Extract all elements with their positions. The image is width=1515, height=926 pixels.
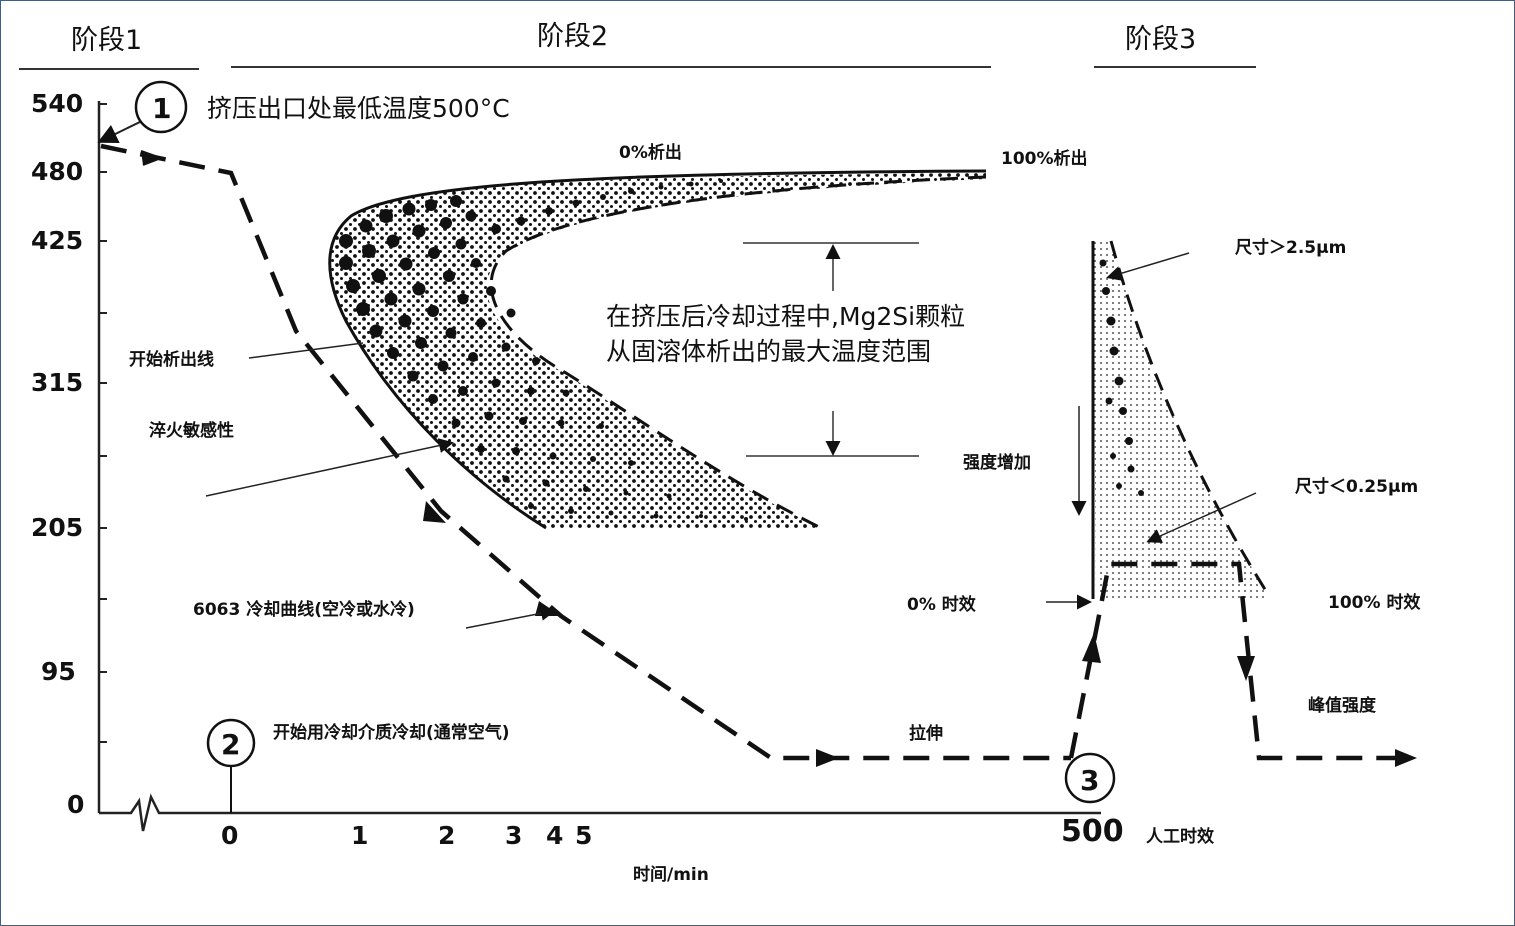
aging-arrow-head bbox=[1237, 656, 1255, 681]
aging-100-label: 100% 时效 bbox=[1328, 592, 1420, 613]
precipitation-region bbox=[329, 173, 986, 528]
start-line-label: 开始析出线 bbox=[129, 349, 214, 370]
marker-3-circle bbox=[1064, 752, 1116, 804]
precipitation-large-particles bbox=[339, 179, 748, 521]
precip-0-label: 0%析出 bbox=[619, 142, 682, 163]
y-tick-label: 540 bbox=[31, 89, 83, 118]
stage2-label: 阶段2 bbox=[537, 21, 608, 52]
stage3-label: 阶段3 bbox=[1125, 24, 1196, 55]
x-axis-title: 时间/min bbox=[633, 864, 709, 885]
cooling-curve-label: 6063 冷却曲线(空冷或水冷) bbox=[193, 599, 415, 620]
aging-arrow-head bbox=[1395, 749, 1417, 767]
size-large-leader bbox=[1106, 252, 1190, 281]
size-small-label: 尺寸＜0.25μm bbox=[1295, 476, 1418, 497]
cooling-arrow-head bbox=[140, 150, 164, 166]
aging-region bbox=[1093, 241, 1266, 599]
peak-strength-label: 峰值强度 bbox=[1308, 695, 1377, 716]
extrusion-exit-label: 挤压出口处最低温度500°C bbox=[207, 94, 510, 123]
range-label-line2: 从固溶体析出的最大温度范围 bbox=[606, 337, 931, 366]
y-tick-label: 205 bbox=[31, 513, 83, 542]
x-tick-label: 1 bbox=[351, 821, 368, 850]
aging-arrow-head bbox=[1082, 633, 1101, 663]
y-tick-label: 315 bbox=[31, 368, 83, 397]
aging-finish-curve bbox=[1109, 240, 1268, 592]
precip-100-label: 100%析出 bbox=[1001, 148, 1088, 169]
x-tick-label: 500 bbox=[1061, 814, 1124, 849]
strength-increase-label: 强度增加 bbox=[963, 452, 1031, 473]
aging-0-label: 0% 时效 bbox=[907, 594, 976, 615]
quench-leader bbox=[205, 438, 454, 497]
aging-particles bbox=[1099, 259, 1144, 496]
marker-1-label: 1 bbox=[152, 92, 171, 125]
x-tick-label: 0 bbox=[221, 821, 238, 850]
cooling-curve-leader bbox=[465, 605, 556, 629]
marker-2-label: 2 bbox=[221, 728, 240, 761]
size-small-leader bbox=[1146, 492, 1257, 543]
precipitation-finish-curve bbox=[489, 175, 987, 530]
size-large-label: 尺寸＞2.5μm bbox=[1235, 237, 1346, 258]
marker-3-label: 3 bbox=[1080, 764, 1099, 797]
start-line-leader bbox=[248, 342, 364, 359]
y-tick-label: 0 bbox=[67, 790, 84, 819]
precipitation-start-curve bbox=[328, 169, 987, 530]
x-tick-label: 2 bbox=[438, 821, 455, 850]
marker-1-circle bbox=[134, 80, 188, 134]
stretch-label: 拉伸 bbox=[909, 723, 943, 744]
stage1-label: 阶段1 bbox=[71, 25, 142, 56]
cooling-arrow-head bbox=[423, 501, 446, 523]
range-label-line1: 在挤压后冷却过程中,Mg2Si颗粒 bbox=[606, 302, 965, 331]
y-tick-label: 480 bbox=[31, 157, 83, 186]
x-axis bbox=[99, 793, 1101, 832]
x-extra-label: 人工时效 bbox=[1146, 826, 1214, 847]
aging-curve bbox=[1068, 561, 1401, 761]
x-tick-label: 5 bbox=[575, 821, 592, 850]
quench-sensitivity-label: 淬火敏感性 bbox=[149, 420, 234, 441]
cooling-arrow-head bbox=[816, 749, 839, 767]
cooling-curve bbox=[100, 143, 1071, 761]
x-tick-label: 4 bbox=[546, 821, 563, 850]
y-tick-marks bbox=[99, 103, 107, 743]
start-cooling-label: 开始用冷却介质冷却(通常空气) bbox=[273, 722, 510, 743]
y-tick-label: 95 bbox=[41, 657, 76, 686]
x-tick-label: 3 bbox=[505, 821, 522, 850]
y-tick-label: 425 bbox=[31, 226, 83, 255]
marker1-leader bbox=[97, 118, 147, 143]
